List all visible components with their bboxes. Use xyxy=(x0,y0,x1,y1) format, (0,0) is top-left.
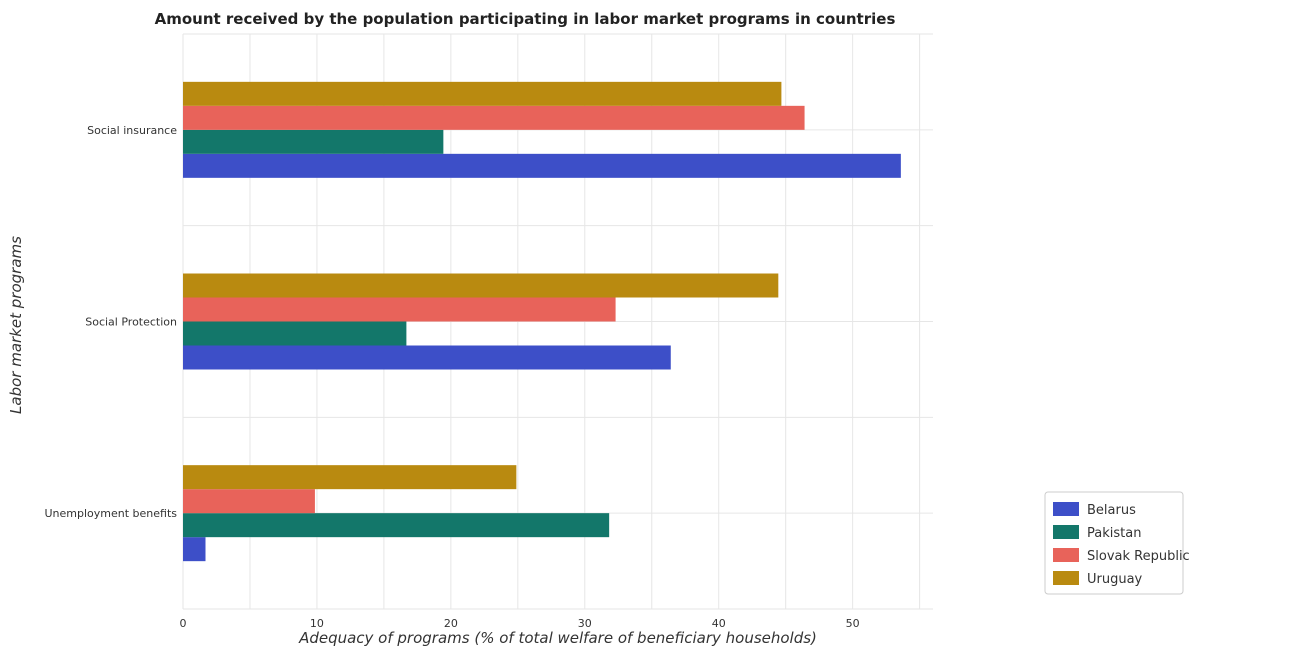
legend-label: Slovak Republic xyxy=(1087,549,1190,564)
x-tick-label: 30 xyxy=(578,617,592,630)
legend: Belarus Pakistan Slovak Republic Uruguay xyxy=(1044,491,1190,595)
legend-box xyxy=(1044,491,1184,595)
legend-label: Pakistan xyxy=(1087,526,1141,541)
legend-label: Belarus xyxy=(1087,503,1136,518)
bar-uruguay-social-insurance xyxy=(183,81,782,106)
y-axis-label: Labor market programs xyxy=(7,236,25,414)
bar-uruguay-unemployment-benefits xyxy=(183,465,517,490)
legend-label: Uruguay xyxy=(1087,572,1143,587)
x-axis-label: Adequacy of programs (% of total welfare… xyxy=(298,629,817,647)
legend-swatch xyxy=(1053,502,1079,516)
y-category-label: Unemployment benefits xyxy=(44,507,177,520)
legend-swatch xyxy=(1053,525,1079,539)
bars xyxy=(183,81,901,562)
x-tick-label: 20 xyxy=(444,617,458,630)
y-category-label: Social Protection xyxy=(85,316,177,329)
bar-slovak-republic-social-protection xyxy=(183,297,616,322)
bar-slovak-republic-social-insurance xyxy=(183,105,805,130)
x-tick-label: 40 xyxy=(712,617,726,630)
bar-pakistan-social-insurance xyxy=(183,129,444,154)
bar-pakistan-unemployment-benefits xyxy=(183,513,610,538)
bar-belarus-social-protection xyxy=(183,345,671,370)
bar-belarus-social-insurance xyxy=(183,153,901,178)
x-tick-label: 0 xyxy=(180,617,187,630)
y-category-label: Social insurance xyxy=(87,124,177,137)
bar-pakistan-social-protection xyxy=(183,321,407,346)
chart-title: Amount received by the population partic… xyxy=(155,10,896,28)
y-axis-categories: Social insurance Social Protection Unemplo… xyxy=(44,124,177,520)
legend-swatch xyxy=(1053,548,1079,562)
legend-swatch xyxy=(1053,571,1079,585)
x-tick-label: 50 xyxy=(846,617,860,630)
x-tick-label: 10 xyxy=(310,617,324,630)
bar-slovak-republic-unemployment-benefits xyxy=(183,489,315,514)
x-axis-ticks: 0 10 20 30 40 50 xyxy=(180,617,860,630)
bar-uruguay-social-protection xyxy=(183,273,779,298)
bar-belarus-unemployment-benefits xyxy=(183,537,206,562)
